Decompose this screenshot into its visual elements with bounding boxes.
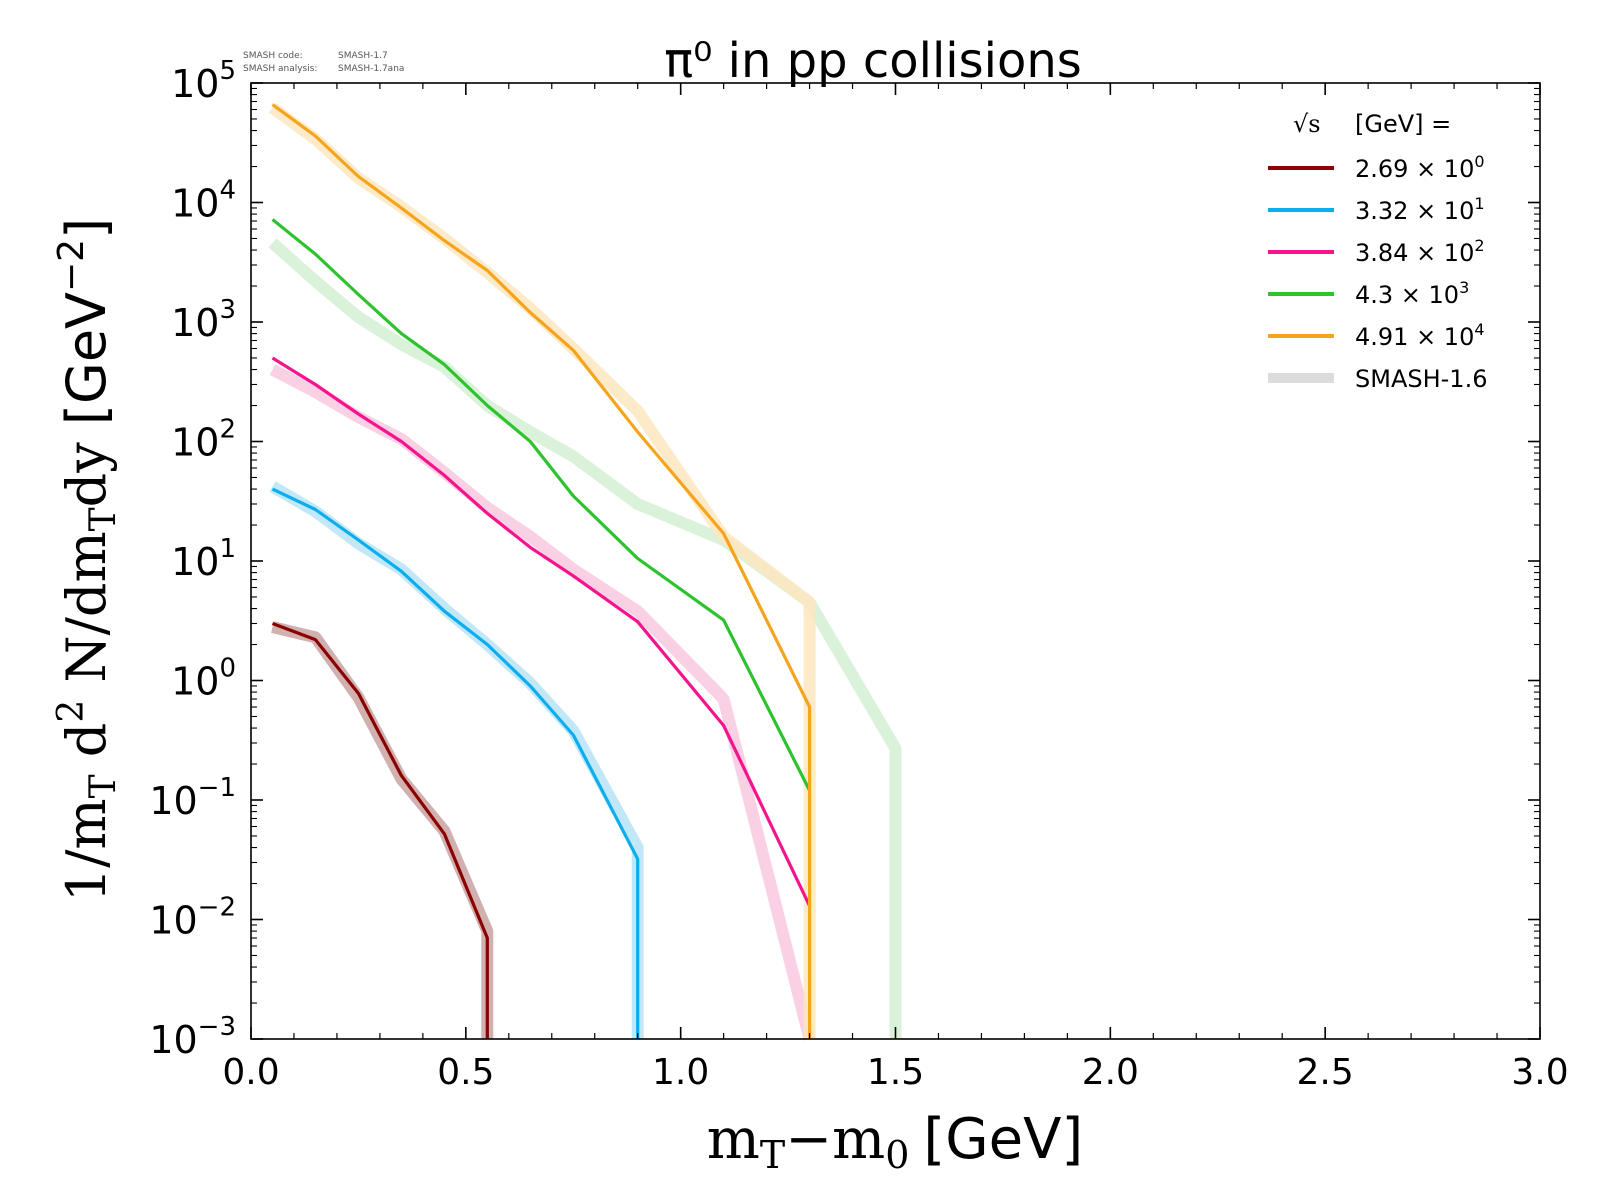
legend-label-5: SMASH-1.6 (1355, 365, 1487, 393)
y-axis-ticks: 10−3 10−2 10−1 100 101 102 103 104 105 (149, 56, 1540, 1062)
x-label-minus-m: −m (785, 1107, 885, 1172)
y-tick-label: 100 (171, 654, 236, 704)
legend-title-sqrt: √s (1293, 110, 1321, 138)
y-label-unit: [GeV (55, 292, 118, 442)
legend-label-2: 3.84 × 102 (1355, 236, 1485, 267)
y-tick-label: 102 (171, 415, 236, 465)
legend: √s [GeV] = 2.69 × 100 3.32 × 101 3.84 × 10… (1268, 110, 1487, 393)
reference-band-0 (271, 621, 494, 1039)
y-tick-label: 104 (171, 176, 236, 226)
y-label-sub-T2: T (83, 507, 124, 531)
legend-label-1: 3.32 × 101 (1355, 194, 1485, 225)
reference-band-2 (269, 364, 816, 1041)
y-label-sub-T: T (83, 774, 124, 798)
x-tick-label: 0.0 (222, 1052, 279, 1093)
series-lines (271, 103, 812, 1039)
watermark-analysis-value: SMASH-1.7ana (338, 64, 404, 74)
reference-bands (268, 102, 902, 1041)
y-label-pre: 1/m (55, 798, 118, 902)
watermark-code-value: SMASH-1.7 (338, 51, 388, 61)
legend-label-4: 4.91 × 104 (1355, 320, 1485, 351)
x-axis-ticks: 0.0 0.5 1.0 1.5 2.0 2.5 3.0 (222, 83, 1569, 1093)
series-line-0 (271, 622, 489, 1039)
y-tick-label: 101 (171, 534, 236, 584)
x-label-sub-0: 0 (885, 1133, 909, 1177)
x-axis-label: mT−m0 [GeV] (707, 1107, 1084, 1177)
legend-label-0: 2.69 × 100 (1355, 152, 1485, 183)
y-label-sup-2: 2 (51, 700, 92, 723)
reference-band-4 (268, 102, 816, 1039)
watermark-analysis-label: SMASH analysis: (243, 64, 317, 74)
x-tick-label: 0.5 (437, 1052, 494, 1093)
watermark: SMASH code: SMASH-1.7 SMASH analysis: SM… (243, 51, 404, 74)
y-label-exp: −2 (51, 239, 92, 292)
series-line-2 (271, 356, 812, 907)
watermark-code-label: SMASH code: (243, 51, 303, 61)
y-label-dy: dy (55, 442, 118, 508)
x-label-unit: [GeV] (923, 1107, 1083, 1172)
legend-title-rest: [GeV] = (1355, 110, 1451, 138)
y-tick-label: 10−2 (149, 893, 236, 943)
series-line-4 (271, 103, 812, 1039)
y-tick-label: 105 (171, 56, 236, 106)
x-tick-label: 2.0 (1082, 1052, 1139, 1093)
x-tick-label: 2.5 (1297, 1052, 1354, 1093)
legend-label-3: 4.3 × 103 (1355, 278, 1469, 309)
x-label-sub-T: T (760, 1133, 785, 1177)
series-line-3 (271, 218, 812, 792)
x-tick-label: 1.5 (867, 1052, 924, 1093)
x-label-m: m (707, 1107, 760, 1172)
chart-title: π⁰ in pp collisions (664, 33, 1082, 89)
series-line-1 (271, 487, 640, 1039)
x-tick-label: 3.0 (1511, 1052, 1568, 1093)
y-tick-label: 10−1 (149, 773, 236, 823)
y-label-d: d (55, 723, 118, 775)
y-axis-label: 1/mT d2 N/dmTdy [GeV−2] (51, 218, 124, 902)
y-tick-label: 103 (171, 295, 236, 345)
x-tick-label: 1.0 (652, 1052, 709, 1093)
y-label-mid: N/dm (55, 531, 118, 699)
y-tick-label: 10−3 (149, 1012, 236, 1062)
y-label-close: ] (55, 218, 118, 239)
